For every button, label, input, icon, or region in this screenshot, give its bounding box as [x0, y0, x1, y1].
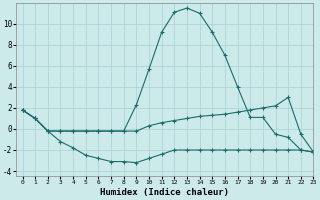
X-axis label: Humidex (Indice chaleur): Humidex (Indice chaleur)	[100, 188, 229, 197]
